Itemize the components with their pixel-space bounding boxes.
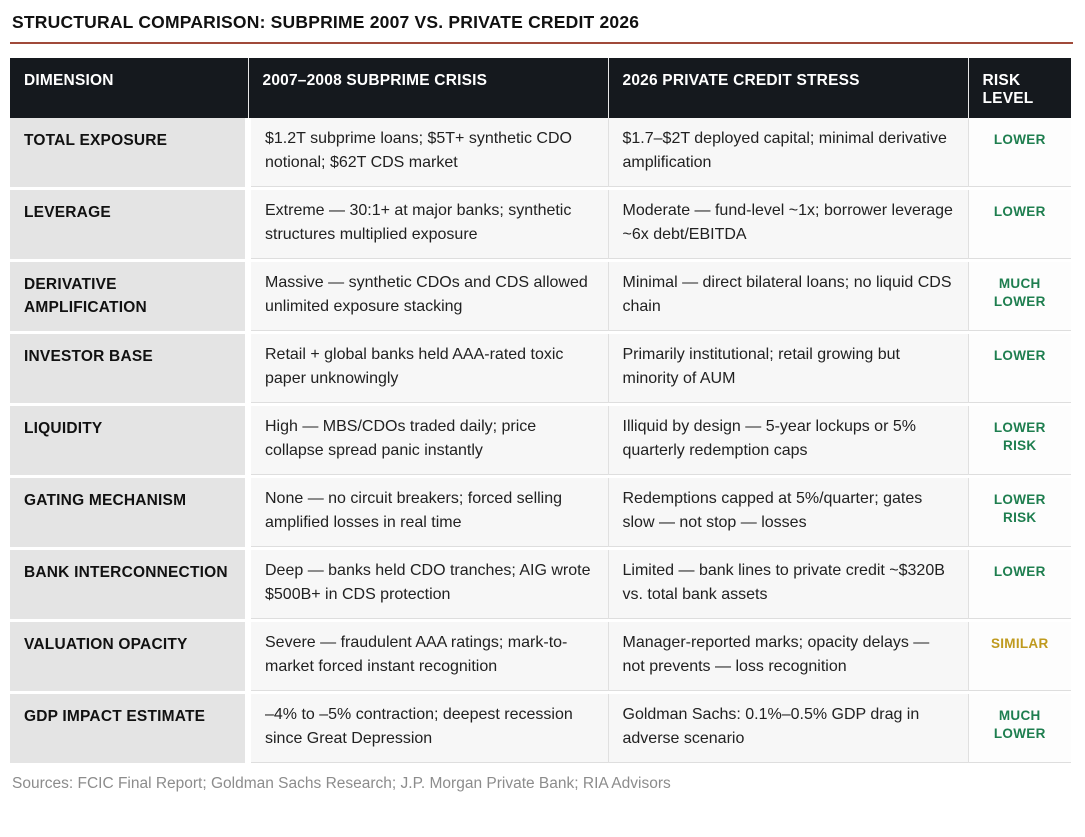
table-row-valuation-opacity: VALUATION OPACITY Severe — fraudulent AA… (10, 620, 1071, 694)
subprime-cell: –4% to –5% contraction; deepest recessio… (247, 692, 608, 766)
column-header-subprime-crisis: 2007–2008 SUBPRIME CRISIS (247, 58, 608, 118)
private-credit-cell: $1.7–$2T deployed capital; minimal deriv… (607, 118, 968, 190)
table-row-derivative-amplification: DERIVATIVE AMPLIFICATION Massive — synth… (10, 260, 1071, 334)
column-header-risk-level: RISK LEVEL (967, 58, 1071, 118)
risk-level-badge: SIMILAR (967, 620, 1071, 694)
private-credit-cell: Redemptions capped at 5%/quarter; gates … (607, 476, 968, 550)
dimension-cell: DERIVATIVE AMPLIFICATION (10, 260, 251, 334)
comparison-table: DIMENSION 2007–2008 SUBPRIME CRISIS 2026… (10, 58, 1071, 766)
dimension-cell: BANK INTERCONNECTION (10, 548, 251, 622)
table-row-gating-mechanism: GATING MECHANISM None — no circuit break… (10, 476, 1071, 550)
private-credit-cell: Illiquid by design — 5-year lockups or 5… (607, 404, 968, 478)
column-header-private-credit-stress: 2026 PRIVATE CREDIT STRESS (607, 58, 968, 118)
subprime-cell: Severe — fraudulent AAA ratings; mark-to… (247, 620, 608, 694)
sources-footnote: Sources: FCIC Final Report; Goldman Sach… (12, 775, 671, 792)
table-header-row: DIMENSION 2007–2008 SUBPRIME CRISIS 2026… (10, 58, 1071, 118)
column-header-dimension: DIMENSION (10, 58, 248, 118)
page-title: STRUCTURAL COMPARISON: SUBPRIME 2007 VS.… (12, 12, 640, 32)
private-credit-cell: Limited — bank lines to private credit ~… (607, 548, 968, 622)
table-row-gdp-impact-estimate: GDP IMPACT ESTIMATE –4% to –5% contracti… (10, 692, 1071, 766)
risk-level-badge: LOWER (967, 118, 1071, 190)
risk-level-badge: LOWER (967, 188, 1071, 262)
risk-level-badge: LOWER (967, 332, 1071, 406)
risk-level-badge: LOWER RISK (967, 476, 1071, 550)
dimension-cell: INVESTOR BASE (10, 332, 251, 406)
table-row-total-exposure: TOTAL EXPOSURE $1.2T subprime loans; $5T… (10, 118, 1071, 190)
subprime-cell: Extreme — 30:1+ at major banks; syntheti… (247, 188, 608, 262)
dimension-cell: GDP IMPACT ESTIMATE (10, 692, 251, 766)
risk-level-badge: MUCH LOWER (967, 260, 1071, 334)
subprime-cell: None — no circuit breakers; forced selli… (247, 476, 608, 550)
private-credit-cell: Manager-reported marks; opacity delays —… (607, 620, 968, 694)
table-row-liquidity: LIQUIDITY High — MBS/CDOs traded daily; … (10, 404, 1071, 478)
subprime-cell: Retail + global banks held AAA-rated tox… (247, 332, 608, 406)
dimension-cell: TOTAL EXPOSURE (10, 118, 251, 190)
subprime-cell: Massive — synthetic CDOs and CDS allowed… (247, 260, 608, 334)
risk-level-badge: MUCH LOWER (967, 692, 1071, 766)
dimension-cell: VALUATION OPACITY (10, 620, 251, 694)
subprime-cell: High — MBS/CDOs traded daily; price coll… (247, 404, 608, 478)
table-row-bank-interconnection: BANK INTERCONNECTION Deep — banks held C… (10, 548, 1071, 622)
private-credit-cell: Primarily institutional; retail growing … (607, 332, 968, 406)
table-row-leverage: LEVERAGE Extreme — 30:1+ at major banks;… (10, 188, 1071, 262)
private-credit-cell: Moderate — fund-level ~1x; borrower leve… (607, 188, 968, 262)
dimension-cell: LIQUIDITY (10, 404, 251, 478)
private-credit-cell: Minimal — direct bilateral loans; no liq… (607, 260, 968, 334)
risk-level-badge: LOWER (967, 548, 1071, 622)
risk-level-badge: LOWER RISK (967, 404, 1071, 478)
subprime-cell: $1.2T subprime loans; $5T+ synthetic CDO… (247, 118, 608, 190)
private-credit-cell: Goldman Sachs: 0.1%–0.5% GDP drag in adv… (607, 692, 968, 766)
dimension-cell: LEVERAGE (10, 188, 251, 262)
title-underline-rule (10, 42, 1073, 44)
table-row-investor-base: INVESTOR BASE Retail + global banks held… (10, 332, 1071, 406)
dimension-cell: GATING MECHANISM (10, 476, 251, 550)
subprime-cell: Deep — banks held CDO tranches; AIG wrot… (247, 548, 608, 622)
